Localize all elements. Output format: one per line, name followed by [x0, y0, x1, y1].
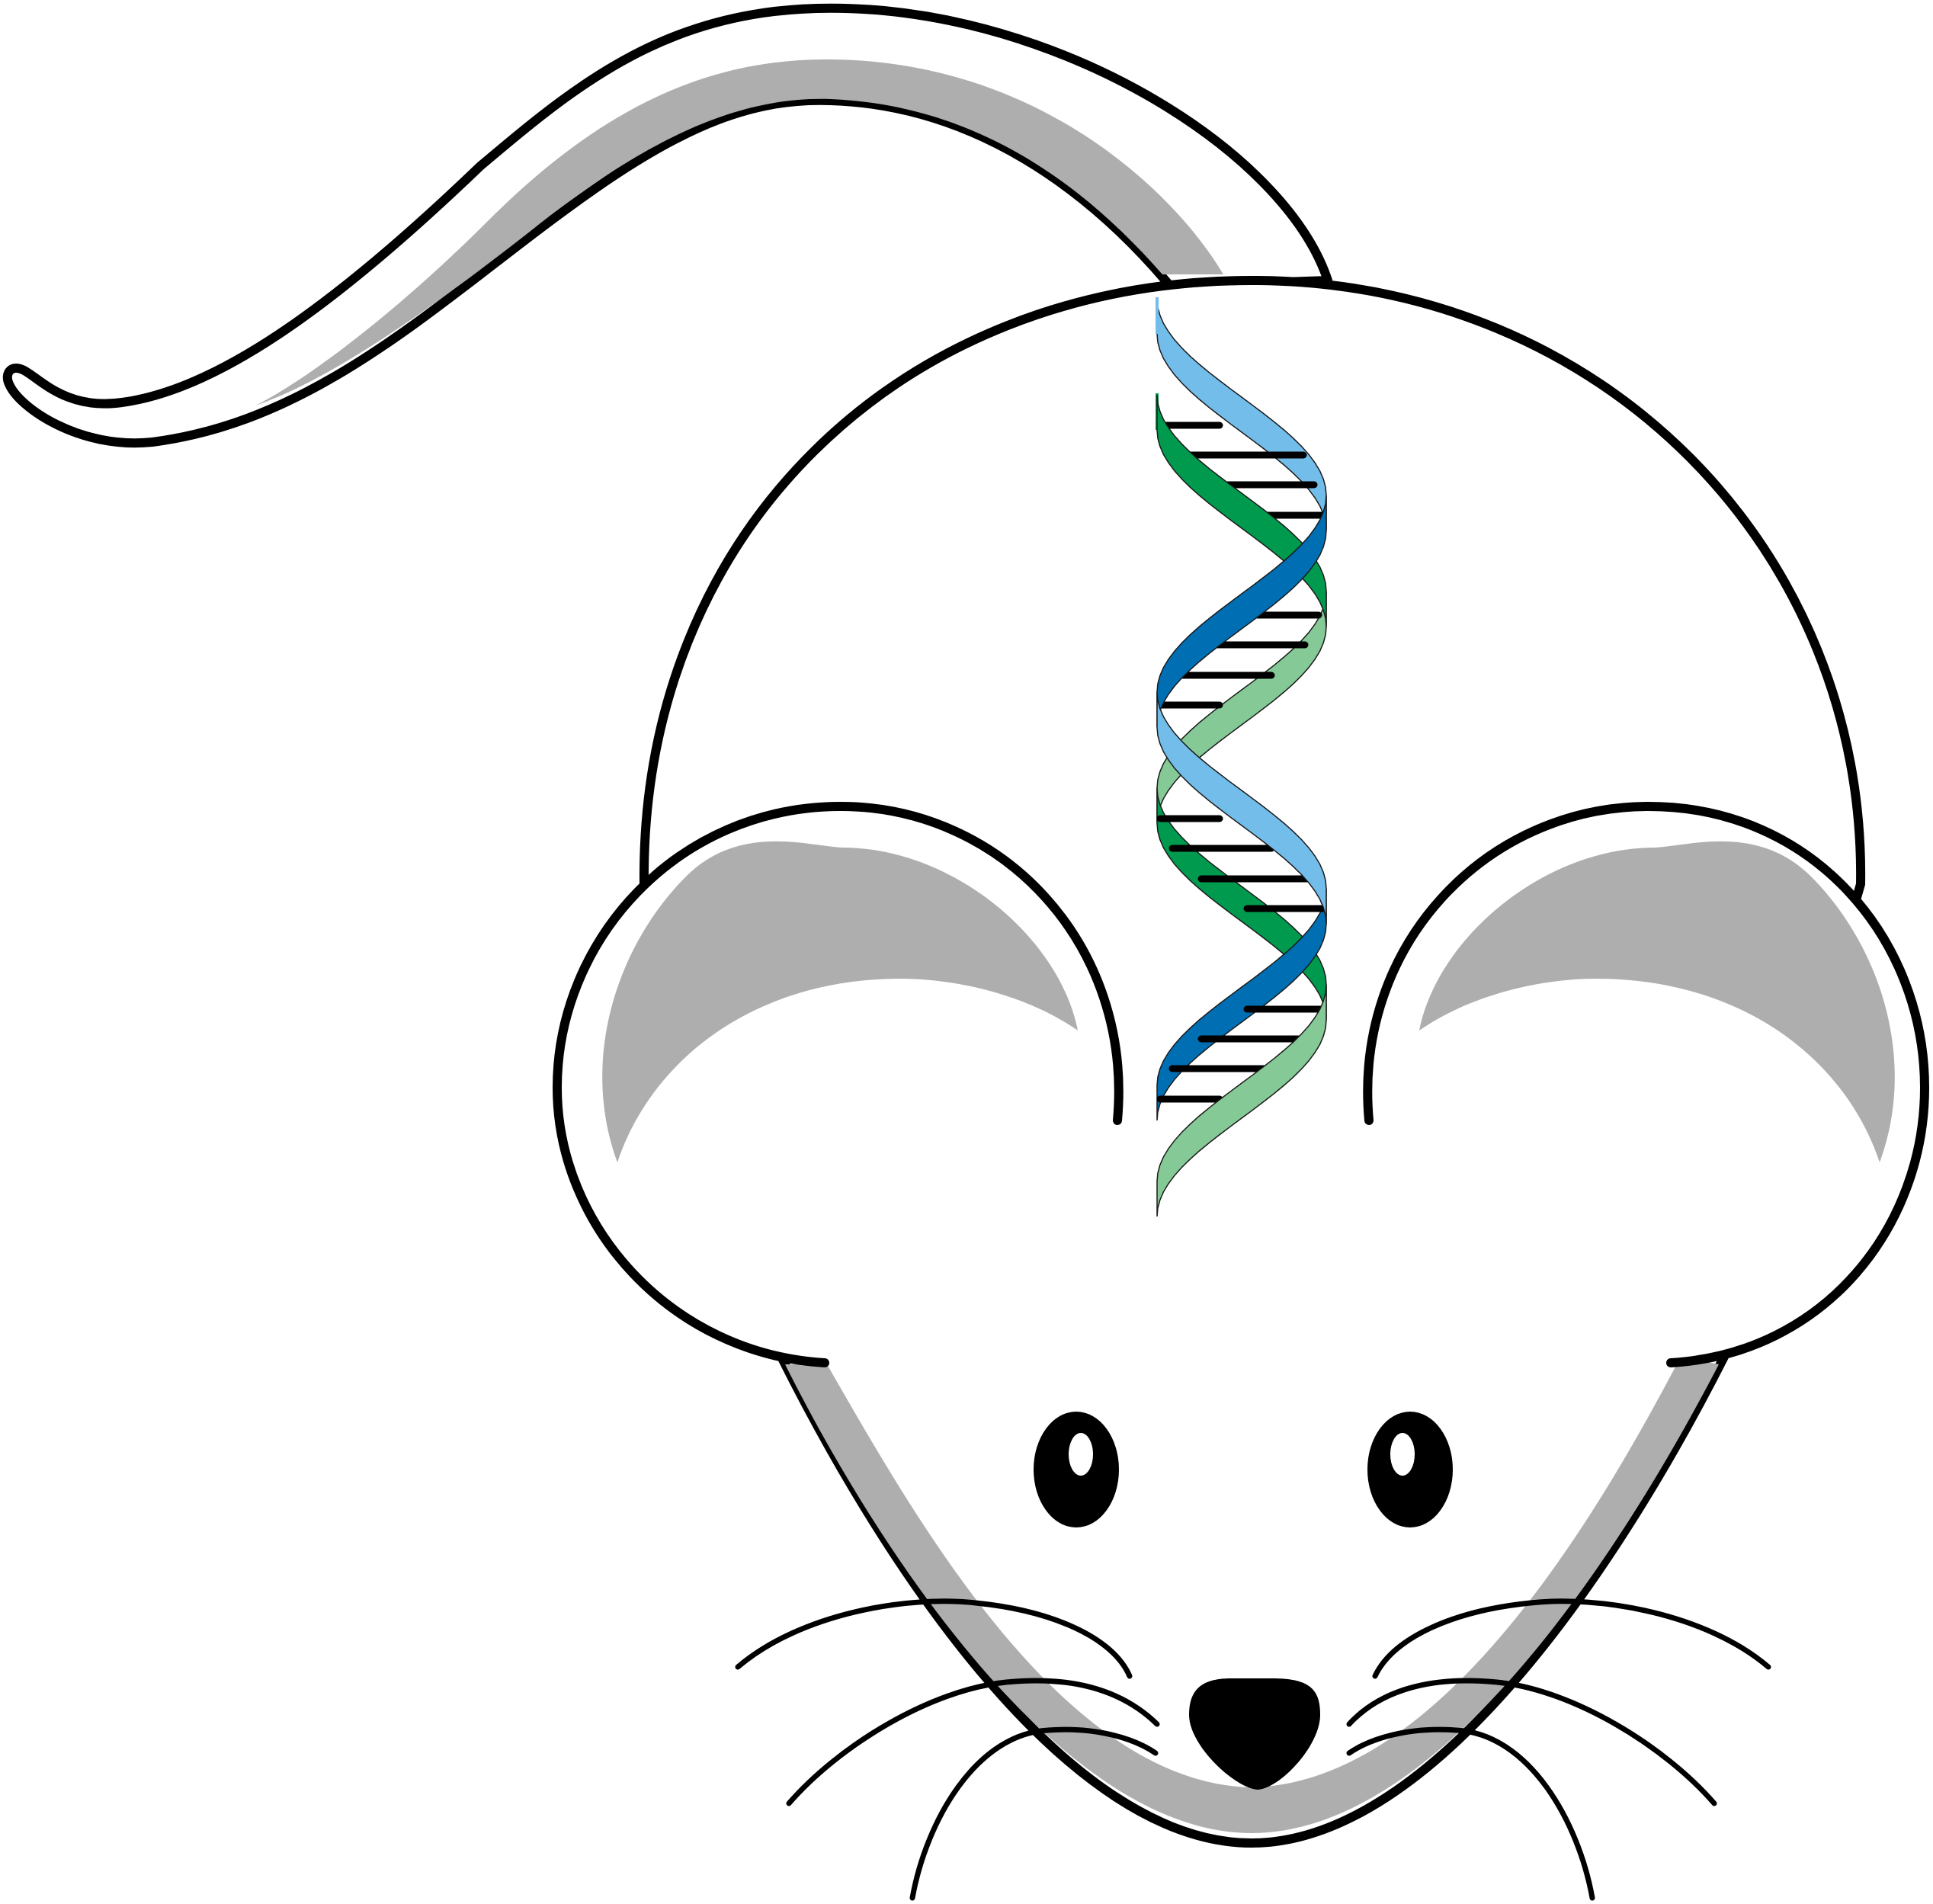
right-eye-highlight [1390, 1433, 1415, 1476]
right-eye [1367, 1412, 1453, 1527]
whisker-right-1 [1372, 1598, 1771, 1679]
dna-strand-segment [1156, 984, 1327, 1217]
whiskers-right [1346, 1598, 1771, 1901]
whisker-left-3 [909, 1726, 1159, 1901]
whisker-left-1 [735, 1598, 1133, 1679]
dna-strand-segment [1156, 888, 1327, 1121]
right-ear [1363, 802, 1929, 1367]
dna-strands-front [1156, 394, 1327, 1217]
nose [1189, 1678, 1320, 1790]
left-ear [553, 802, 1124, 1367]
head-outline [639, 276, 1866, 1848]
head [639, 276, 1866, 1848]
right-ear-inner [1419, 841, 1895, 1162]
tail [2, 3, 1332, 448]
chin-shade [785, 1357, 1719, 1833]
dna-strand-end [1156, 297, 1159, 334]
whisker-left-2 [786, 1678, 1160, 1806]
whisker-right-3 [1346, 1726, 1595, 1901]
whiskers-left [735, 1598, 1160, 1901]
dna-helix-icon [1156, 297, 1327, 1217]
dna-strand-segment [1156, 691, 1327, 925]
left-eye-highlight [1069, 1433, 1093, 1476]
whisker-right-2 [1346, 1678, 1717, 1806]
left-eye [1034, 1412, 1119, 1527]
dna-strand-segment [1156, 394, 1327, 627]
left-ear-inner [602, 841, 1078, 1162]
